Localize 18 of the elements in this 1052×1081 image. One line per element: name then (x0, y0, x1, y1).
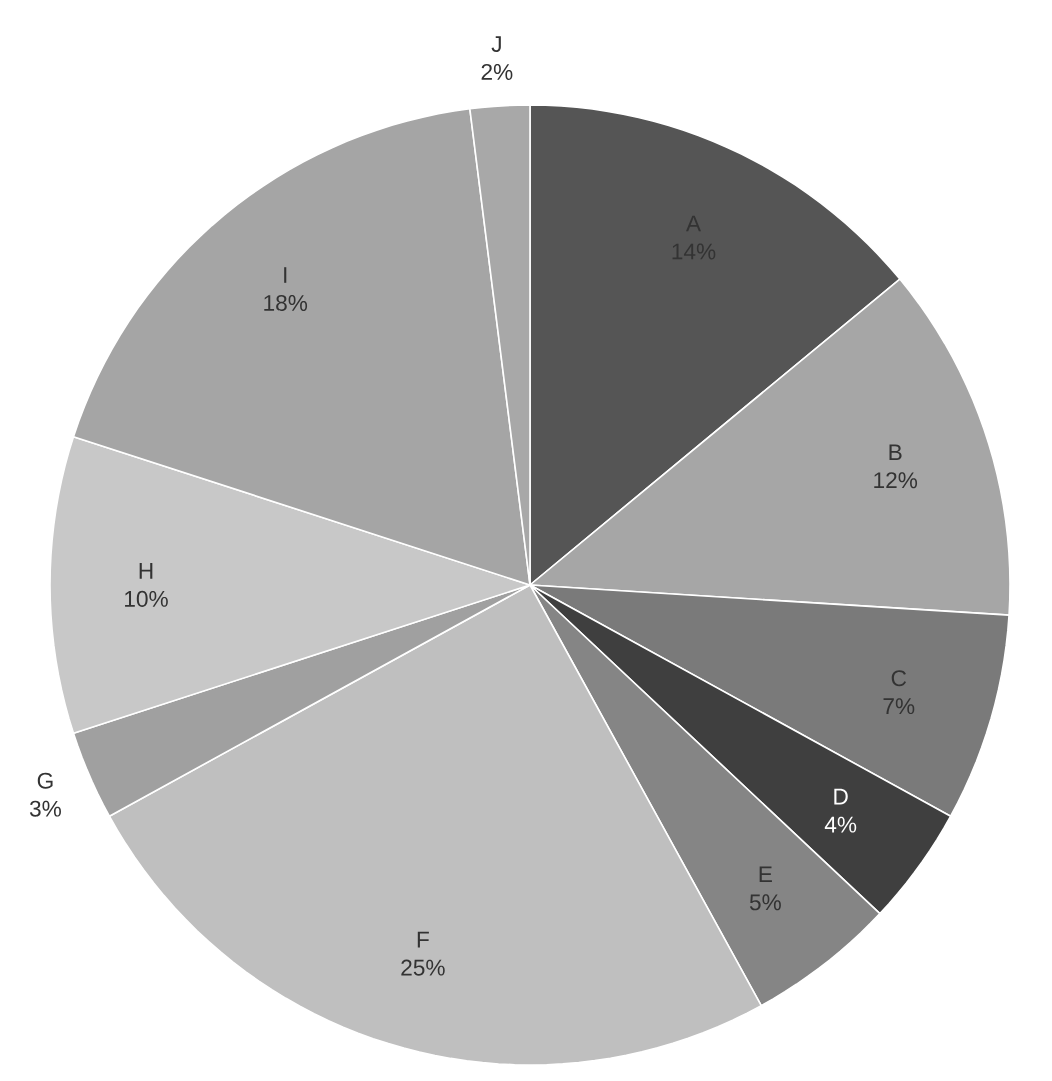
slice-label: D (834, 788, 848, 805)
slice-label: F (417, 931, 429, 948)
slice-label: C (891, 670, 907, 687)
data-label: 7% (883, 698, 915, 715)
slice-label: J (491, 36, 501, 52)
slice-label: G (37, 772, 53, 789)
data-label: 12% (874, 472, 918, 489)
slice-label: I (284, 267, 287, 283)
data-label: 25% (401, 959, 445, 976)
slice-label: B (889, 444, 902, 461)
data-label: 5% (749, 894, 781, 911)
slice-label: E (759, 866, 772, 883)
data-label: 4% (824, 816, 857, 833)
data-label: 18% (264, 294, 308, 312)
slice-label: H (139, 563, 153, 579)
data-label: 3% (29, 800, 61, 817)
data-label: 2% (481, 63, 513, 80)
data-label: 10% (125, 590, 168, 607)
